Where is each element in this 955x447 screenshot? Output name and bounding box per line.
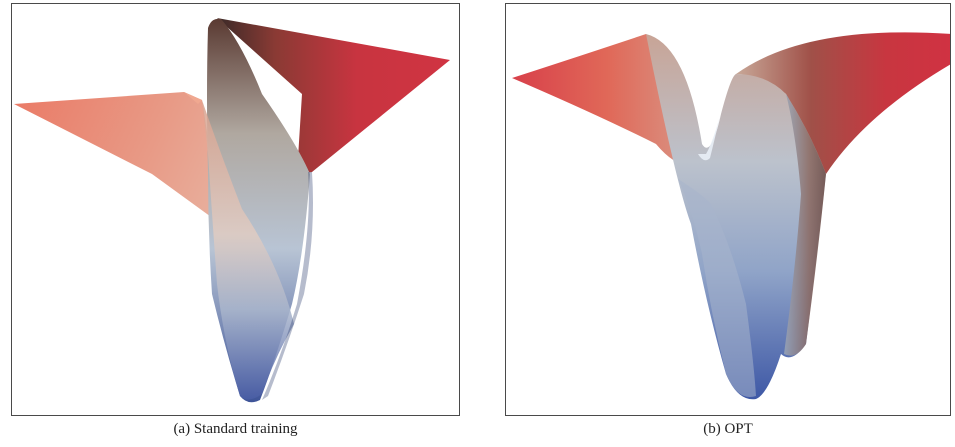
caption-opt: (b) OPT [703,421,753,437]
loss-surface-standard [14,18,450,403]
panel-opt [505,3,951,416]
loss-surface-opt [512,32,950,400]
caption-standard-training: (a) Standard training [173,421,298,437]
panel-standard-training [11,3,460,416]
